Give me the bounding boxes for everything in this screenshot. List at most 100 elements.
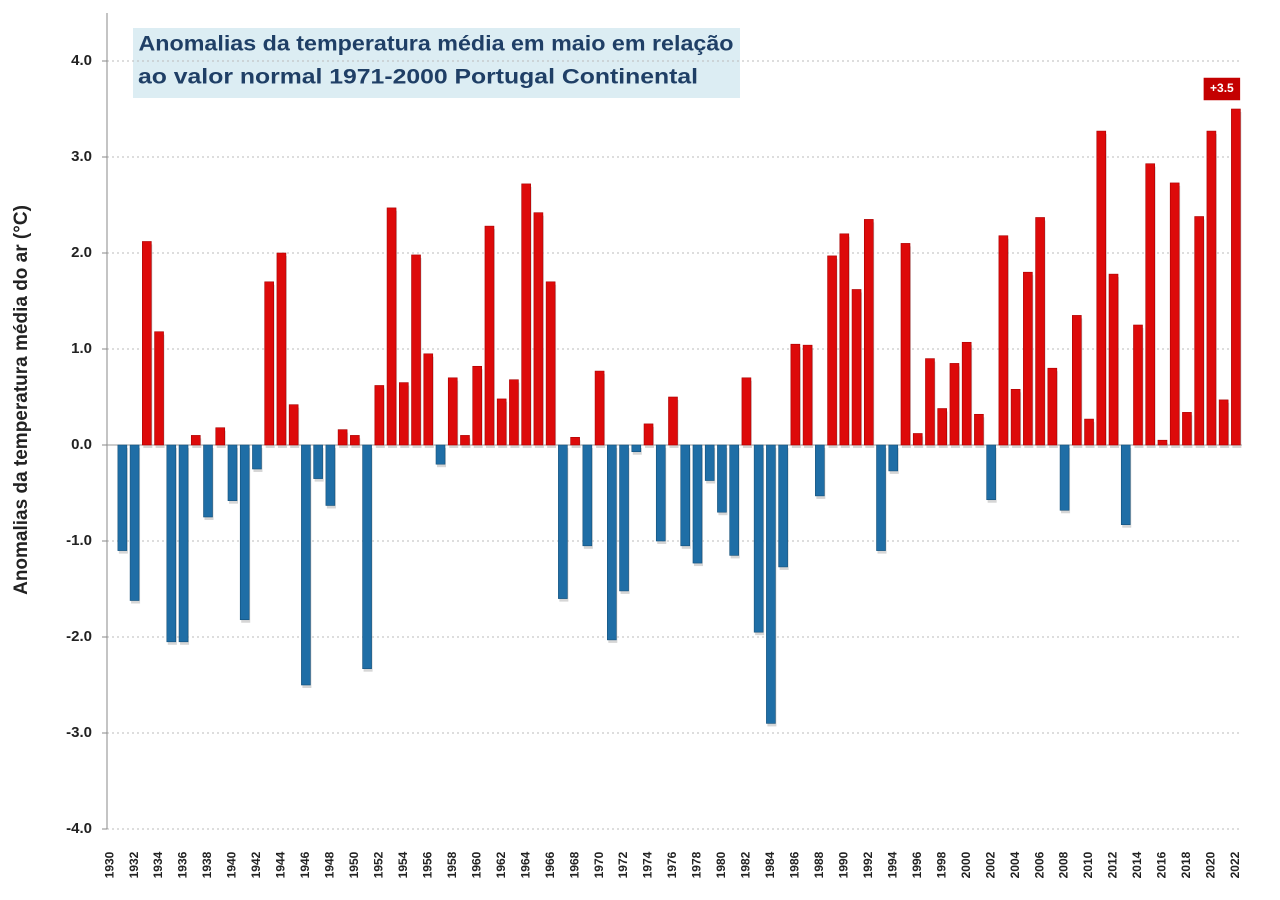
bar [447, 377, 458, 446]
bar [1145, 163, 1156, 446]
bar [1035, 217, 1045, 446]
chart-title: Anomalias da temperatura média em maio e… [139, 33, 734, 56]
bar [1120, 444, 1131, 525]
bar [325, 444, 336, 506]
bar [961, 341, 972, 446]
bar [888, 444, 899, 472]
bar [912, 433, 923, 446]
bar [790, 343, 801, 446]
bar [227, 444, 238, 501]
bar [655, 444, 666, 542]
bar [117, 444, 128, 551]
x-tick-label: 1950 [347, 851, 361, 878]
x-tick-label: 2016 [1155, 851, 1169, 878]
bar [435, 444, 446, 465]
y-tick-label: 4.0 [71, 52, 92, 69]
title-box [133, 28, 740, 98]
x-tick-label: 1948 [323, 851, 337, 878]
x-tick-label: 1980 [714, 851, 728, 878]
bar [386, 207, 397, 446]
x-tick-label: 2020 [1204, 851, 1218, 878]
y-tick-label: 0.0 [71, 436, 92, 453]
bar [815, 444, 825, 497]
bar [1182, 412, 1192, 446]
x-tick-label: 1952 [371, 851, 385, 878]
bar [741, 377, 752, 446]
x-tick-label: 2010 [1081, 851, 1095, 878]
bar [484, 225, 495, 446]
bar [398, 382, 409, 446]
x-tick-label: 1936 [176, 851, 190, 878]
bar [1010, 389, 1021, 446]
bar [876, 444, 886, 551]
bar [631, 444, 642, 453]
x-tick-label: 2002 [983, 851, 997, 878]
bar [1133, 324, 1143, 446]
y-tick-label: -2.0 [66, 628, 92, 645]
bar [558, 444, 568, 599]
bar [190, 435, 201, 446]
x-tick-label: 2008 [1057, 851, 1071, 878]
bar [680, 444, 691, 547]
x-tick-label: 2006 [1032, 851, 1046, 878]
y-tick-label: -4.0 [66, 820, 92, 837]
bar-shadow [1158, 443, 1168, 448]
bar [337, 429, 348, 446]
bar [521, 183, 531, 446]
bar [288, 404, 299, 446]
bar [998, 235, 1009, 446]
x-tick-label: 1968 [567, 851, 581, 878]
bar [411, 254, 421, 446]
bar [1169, 182, 1180, 446]
x-tick-label: 1944 [274, 851, 288, 878]
x-tick-label: 1984 [763, 851, 777, 878]
x-tick-label: 1966 [543, 851, 557, 878]
y-tick-label: 1.0 [71, 340, 92, 357]
x-tick-label: 1962 [494, 851, 508, 878]
bar [937, 408, 948, 446]
x-tick-label: 1956 [420, 851, 434, 878]
bar [607, 444, 617, 641]
y-tick-label: -1.0 [66, 532, 92, 549]
bar [264, 281, 274, 446]
bar [374, 385, 385, 446]
bar [839, 233, 850, 446]
bar [496, 398, 507, 446]
x-tick-label: 1988 [812, 851, 826, 878]
bar [1231, 108, 1241, 446]
bar [1084, 418, 1094, 446]
bar [362, 444, 372, 669]
x-tick-label: 1954 [396, 851, 410, 878]
bar [1047, 367, 1058, 446]
x-tick-label: 1958 [445, 851, 459, 878]
x-tick-label: 2022 [1228, 851, 1242, 878]
bar [582, 444, 593, 547]
x-tick-label: 1982 [739, 851, 753, 878]
x-tick-label: 1964 [518, 851, 532, 878]
bar [643, 423, 654, 446]
bar [851, 289, 862, 446]
x-tick-label: 2000 [959, 851, 973, 878]
bar [668, 396, 678, 446]
bar [203, 444, 213, 518]
bar [1206, 130, 1217, 446]
x-tick-label: 1990 [836, 851, 850, 878]
x-tick-label: 1986 [788, 851, 802, 878]
bar [1023, 271, 1033, 446]
bar [1059, 444, 1070, 511]
bar [692, 444, 703, 564]
x-tick-label: 1994 [885, 851, 899, 878]
bar [350, 435, 360, 446]
bar [423, 353, 434, 446]
y-axis-label: Anomalias da temperatura média do ar (°C… [11, 205, 32, 595]
bar [925, 358, 935, 446]
y-tick-label: 2.0 [71, 244, 92, 261]
bar [974, 413, 984, 446]
bar [178, 444, 189, 643]
bar [900, 243, 911, 446]
bar [619, 444, 629, 592]
x-tick-label: 1930 [102, 851, 116, 878]
bar [313, 444, 323, 479]
x-tick-label: 1942 [249, 851, 263, 878]
bar [129, 444, 140, 601]
